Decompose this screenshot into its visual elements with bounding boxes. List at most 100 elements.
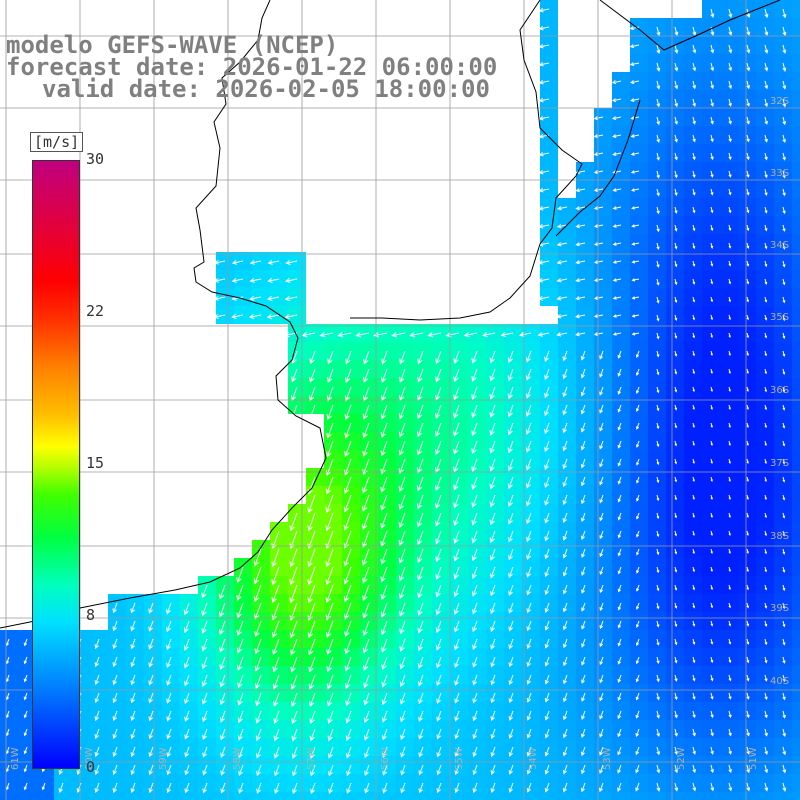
wind-arrow <box>362 386 370 402</box>
wind-arrow <box>453 422 460 437</box>
wind-arrow <box>674 188 678 197</box>
wind-arrow <box>231 314 244 319</box>
wind-arrow <box>728 674 732 682</box>
wind-arrow <box>343 548 352 567</box>
wind-arrow <box>472 674 478 686</box>
wind-arrow <box>381 710 388 723</box>
wind-arrow <box>636 530 640 538</box>
wind-arrow <box>355 332 370 338</box>
wind-arrow <box>692 728 696 737</box>
wind-arrow <box>692 206 696 214</box>
wind-arrow <box>728 476 731 483</box>
wind-arrow <box>418 692 424 705</box>
wind-arrow <box>674 152 678 161</box>
wind-arrow <box>254 656 262 672</box>
wind-arrow <box>398 440 406 456</box>
wind-arrow <box>728 710 732 719</box>
wind-arrow <box>764 728 768 737</box>
wind-arrow <box>112 782 118 794</box>
wind-arrow <box>674 116 678 125</box>
wind-arrow <box>746 152 750 161</box>
wind-arrow <box>746 386 749 393</box>
wind-arrow <box>599 764 604 774</box>
wind-arrow <box>631 206 640 210</box>
wind-arrow <box>344 620 352 638</box>
wind-arrow <box>435 548 442 563</box>
wind-arrow <box>575 242 586 247</box>
wind-arrow <box>710 170 714 178</box>
wind-arrow <box>581 584 586 594</box>
wind-arrow <box>272 674 280 690</box>
wind-arrow <box>674 350 678 357</box>
wind-arrow <box>272 638 280 656</box>
wind-arrow <box>255 692 262 707</box>
wind-arrow <box>507 368 514 382</box>
wind-arrow <box>764 404 767 411</box>
wind-arrow <box>674 512 678 519</box>
wind-arrow <box>728 530 731 537</box>
wind-cell <box>450 792 468 800</box>
wind-arrow <box>380 548 388 565</box>
wind-arrow <box>325 584 334 604</box>
wind-arrow <box>544 350 550 362</box>
wind-arrow <box>617 350 622 359</box>
wind-arrow <box>630 188 640 192</box>
wind-arrow <box>728 620 732 627</box>
wind-arrow <box>782 116 787 126</box>
wind-arrow <box>656 134 660 144</box>
wind-arrow <box>544 422 550 435</box>
wind-cell <box>792 54 800 72</box>
wind-arrow <box>291 710 298 725</box>
wind-arrow <box>710 314 713 321</box>
wind-arrow <box>238 746 244 759</box>
wind-cell <box>792 126 800 144</box>
wind-cell <box>792 666 800 684</box>
wind-arrow <box>674 566 678 573</box>
wind-arrow <box>692 224 696 232</box>
wind-arrow <box>728 422 731 429</box>
wind-arrow <box>635 350 640 359</box>
wind-arrow <box>256 764 262 777</box>
wind-arrow <box>409 332 424 338</box>
wind-arrow <box>266 295 280 302</box>
wind-arrow <box>112 764 118 776</box>
wind-arrow <box>764 188 768 197</box>
wind-arrow <box>343 584 352 603</box>
wind-arrow <box>782 296 786 304</box>
wind-arrow <box>218 584 226 600</box>
wind-arrow <box>617 746 622 756</box>
wind-arrow <box>472 710 478 722</box>
wind-arrow <box>746 710 750 719</box>
wind-arrow <box>562 368 568 380</box>
wind-arrow <box>363 674 370 689</box>
wind-arrow <box>782 494 786 501</box>
wind-arrow <box>674 710 678 719</box>
wind-cell <box>216 792 234 800</box>
colorbar <box>32 160 80 769</box>
wind-cell <box>378 792 396 800</box>
wind-arrow <box>612 242 622 246</box>
wind-arrow <box>112 710 118 722</box>
wind-arrow <box>508 692 514 704</box>
wind-arrow <box>381 674 388 688</box>
wind-arrow <box>343 494 352 513</box>
wind-arrow <box>580 422 586 433</box>
wind-arrow <box>764 152 768 161</box>
wind-arrow <box>710 494 713 501</box>
wind-arrow <box>418 710 424 722</box>
wind-arrow <box>599 710 604 720</box>
wind-arrow <box>435 440 442 456</box>
wind-arrow <box>692 710 696 719</box>
wind-arrow <box>364 746 370 759</box>
wind-arrow <box>692 746 696 755</box>
wind-arrow <box>710 350 713 357</box>
wind-cell <box>486 792 504 800</box>
wind-arrow <box>764 638 768 646</box>
wind-arrow <box>581 656 586 666</box>
wind-arrow <box>289 620 298 639</box>
wind-cell <box>630 792 648 800</box>
wind-arrow <box>544 494 550 506</box>
wind-arrow <box>166 674 172 686</box>
wind-arrow <box>710 440 713 447</box>
wind-arrow <box>213 260 226 265</box>
